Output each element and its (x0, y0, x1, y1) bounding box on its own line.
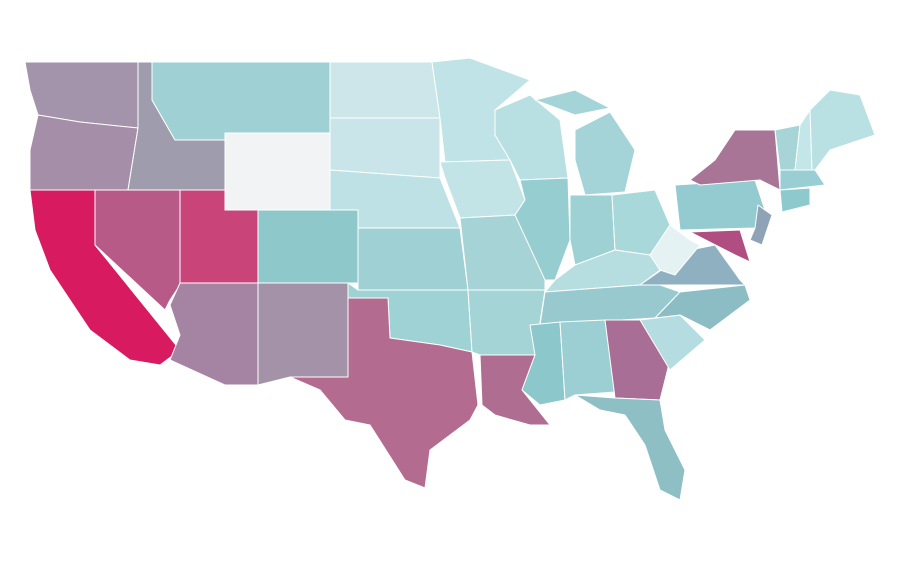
state (257, 209, 359, 284)
state (257, 282, 349, 386)
state (169, 282, 259, 386)
state (559, 319, 616, 401)
state (329, 61, 441, 119)
state (574, 111, 636, 196)
state (574, 394, 686, 501)
state (151, 61, 331, 141)
state (29, 114, 139, 191)
state (749, 204, 773, 246)
state (809, 89, 876, 171)
state (534, 89, 611, 116)
state (779, 187, 811, 213)
state (329, 117, 441, 179)
state (649, 224, 701, 276)
state (674, 179, 766, 231)
state (514, 177, 571, 281)
state (224, 132, 331, 211)
state (357, 227, 469, 291)
state (654, 284, 751, 331)
state (289, 297, 479, 489)
states (24, 57, 876, 501)
state (779, 169, 826, 191)
state (689, 229, 751, 263)
state (689, 129, 781, 191)
